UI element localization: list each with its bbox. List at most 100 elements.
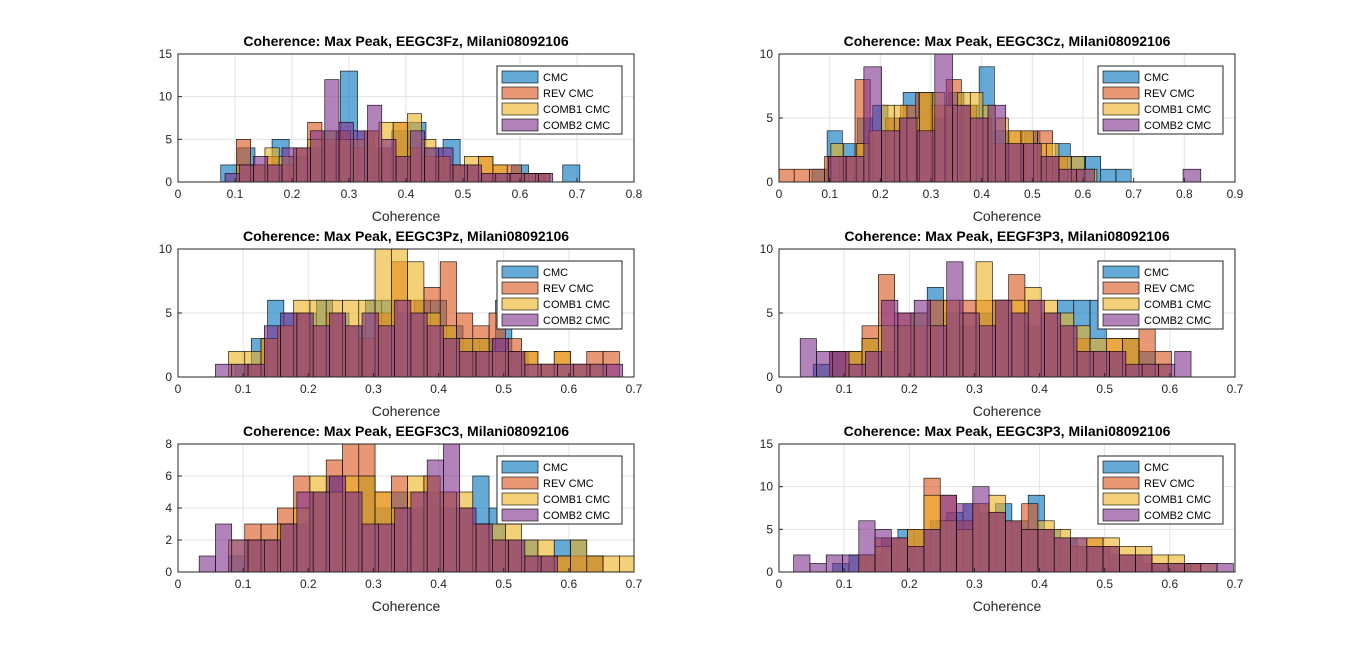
histogram-bar (426, 459, 444, 572)
x-tick-label: 0.5 (1096, 382, 1113, 396)
histogram-bar (557, 363, 575, 377)
legend-swatch (501, 313, 539, 327)
subplot-title: Coherence: Max Peak, EEGC3P3, Milani0809… (844, 423, 1171, 439)
histogram-bars (799, 261, 1192, 377)
y-tick-label: 6 (165, 469, 172, 483)
subplot-title: Coherence: Max Peak, EEGC3Fz, Milani0809… (243, 33, 568, 49)
x-tick-label: 0.8 (1176, 187, 1193, 201)
legend-entry: COMB2 CMC (543, 510, 610, 522)
legend-swatch (1102, 460, 1140, 474)
histogram-bar (1076, 168, 1095, 182)
histogram-bar (874, 529, 892, 572)
histogram-bar (361, 312, 379, 377)
histogram-bar (215, 363, 233, 377)
legend-entry: REV CMC (1144, 478, 1195, 490)
legend-swatch (501, 118, 539, 132)
histogram-bar (1060, 325, 1078, 377)
histogram-bar (312, 491, 330, 572)
histogram-bar (361, 523, 379, 572)
y-tick-label: 5 (766, 111, 773, 125)
histogram-bar (540, 555, 558, 572)
legend-entry: COMB1 CMC (1144, 299, 1211, 311)
histogram-bar (816, 351, 834, 377)
histogram-bar (1141, 363, 1159, 377)
y-tick-label: 10 (159, 242, 173, 256)
histogram-bar (280, 523, 298, 572)
legend: CMC REV CMC COMB1 CMC COMB2 CMC (1097, 65, 1224, 135)
legend-swatch (501, 265, 539, 279)
legend-swatch (501, 492, 539, 506)
x-tick-label: 0.5 (495, 382, 512, 396)
histogram-bar (1011, 312, 1029, 377)
histogram-bar (492, 338, 509, 377)
y-tick-label: 8 (165, 437, 172, 451)
subplot-6: 0 0.1 0.2 0.3 0.4 0.5 0.6 0.7 0 5 10 15 Coherence: M… (760, 423, 1244, 614)
legend-entry: CMC (543, 462, 568, 474)
histogram-bar (845, 156, 865, 182)
legend-swatch (1102, 476, 1140, 490)
histogram-bar (962, 312, 980, 377)
histogram-bar (296, 491, 314, 572)
histogram-bar (410, 491, 428, 572)
histogram-bar (475, 351, 493, 377)
y-tick-label: 0 (165, 175, 172, 189)
y-tick-label: 10 (760, 47, 774, 61)
histogram-bar (1037, 529, 1055, 572)
histogram-bar (459, 351, 477, 377)
histogram-bar (345, 491, 363, 572)
histogram-bar (1093, 351, 1110, 377)
histogram-bar (1182, 168, 1202, 182)
x-tick-label: 0.5 (1024, 187, 1041, 201)
histogram-bar (1086, 546, 1104, 572)
legend-entry: REV CMC (543, 283, 594, 295)
subplot-title: Coherence: Max Peak, EEGF3C3, Milani0809… (243, 423, 569, 439)
histogram-bar (1053, 537, 1071, 572)
x-tick-label: 0 (175, 382, 182, 396)
histogram-bar (1158, 363, 1176, 377)
histogram-bar (231, 363, 249, 377)
histogram-bars (198, 444, 634, 572)
x-tick-label: 0.7 (1227, 577, 1244, 591)
subplot-4: 0 0.1 0.2 0.3 0.4 0.5 0.6 0.7 0 5 10 Coherence: Max… (760, 228, 1244, 419)
histogram-bar (1100, 168, 1117, 182)
x-tick-label: 0.5 (1096, 577, 1113, 591)
histogram-bar (345, 325, 363, 377)
x-tick-label: 0.4 (430, 577, 447, 591)
histogram-bars (779, 54, 1202, 182)
histogram-bar (1174, 351, 1192, 377)
legend-swatch (501, 102, 539, 116)
legend-entry: CMC (1144, 462, 1169, 474)
histogram-bar (1023, 143, 1042, 182)
histogram-bar (1040, 156, 1060, 182)
histogram-bar (606, 363, 623, 377)
x-tick-label: 0 (776, 187, 783, 201)
series-comb2-cmc (224, 79, 554, 182)
legend-swatch (501, 86, 539, 100)
histogram-bar (573, 363, 591, 377)
histogram-bar (508, 351, 526, 377)
histogram-bar (312, 325, 330, 377)
x-tick-label: 0.3 (341, 187, 358, 201)
x-axis-label: Coherence (372, 208, 441, 224)
histogram-bar (1151, 563, 1169, 572)
x-tick-label: 0.1 (836, 577, 853, 591)
x-tick-label: 0 (175, 187, 182, 201)
histogram-bar (1044, 312, 1062, 377)
histogram-bar (508, 539, 526, 572)
histogram-bar (952, 104, 971, 182)
legend-entry: CMC (543, 267, 568, 279)
histogram-bar (395, 156, 411, 182)
legend-swatch (1102, 86, 1140, 100)
y-tick-label: 0 (766, 175, 773, 189)
y-tick-label: 10 (760, 242, 774, 256)
x-tick-label: 0.2 (284, 187, 301, 201)
x-tick-label: 0 (776, 577, 783, 591)
histogram-bar (310, 130, 326, 182)
histogram-bar (1070, 537, 1088, 572)
histogram-bar (329, 475, 347, 572)
histogram-bar (969, 117, 989, 182)
series-comb2-cmc (793, 486, 1234, 572)
legend-entry: CMC (1144, 72, 1169, 84)
legend-swatch (1102, 102, 1140, 116)
x-tick-label: 0.7 (569, 187, 586, 201)
